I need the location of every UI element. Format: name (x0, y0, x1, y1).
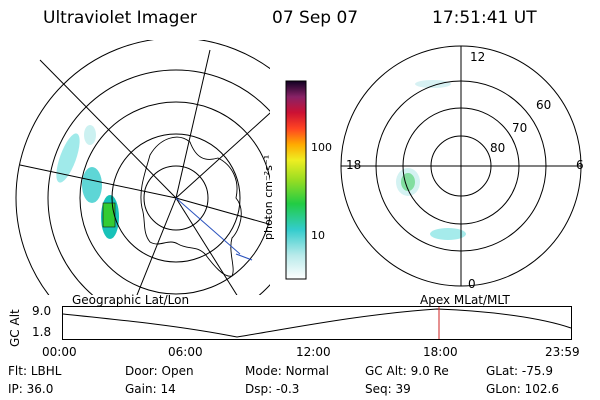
status-ip: IP: 36.0 (8, 382, 54, 396)
mlt-label-6: 6 (576, 158, 584, 172)
status-mode: Mode: Normal (245, 364, 329, 378)
orbit-ytick-bottom: 1.8 (32, 325, 52, 339)
status-door: Door: Open (125, 364, 194, 378)
orbit-xtick-2359: 23:59 (545, 345, 580, 359)
header-time: 17:51:41 UT (432, 8, 537, 28)
mlat-label-60: 60 (536, 98, 552, 112)
status-glon: GLon: 102.6 (486, 382, 559, 396)
orbit-xtick-1200: 12:00 (296, 345, 331, 359)
header-date: 07 Sep 07 (272, 8, 359, 28)
mlt-label-12: 12 (470, 50, 486, 64)
mlat-mlt-map (340, 45, 582, 287)
orbit-xtick-0000: 00:00 (42, 345, 77, 359)
mlat-label-70: 70 (512, 121, 528, 135)
status-seq: Seq: 39 (365, 382, 411, 396)
colorbar-tick-10: 10 (311, 229, 325, 242)
orbit-ytick-top: 9.0 (32, 304, 52, 318)
colorbar (285, 80, 307, 280)
status-gain: Gain: 14 (125, 382, 176, 396)
left-map-caption: Geographic Lat/Lon (72, 293, 190, 307)
status-dsp: Dsp: -0.3 (245, 382, 300, 396)
mlat-label-80: 80 (490, 141, 506, 155)
orbit-altitude-plot (62, 306, 572, 340)
geographic-map (15, 40, 270, 295)
instrument-title: Ultraviolet Imager (43, 8, 197, 28)
colorbar-tick-100: 100 (311, 141, 332, 154)
orbit-xtick-1800: 18:00 (423, 345, 458, 359)
status-flt: Flt: LBHL (8, 364, 62, 378)
right-map-caption: Apex MLat/MLT (420, 293, 510, 307)
status-gc-alt: GC Alt: 9.0 Re (365, 364, 449, 378)
aurora-emission (56, 125, 119, 239)
status-glat: GLat: -75.9 (486, 364, 553, 378)
orbit-xtick-0600: 06:00 (168, 345, 203, 359)
orbit-ylabel: GC Alt (8, 309, 22, 347)
mlt-label-18: 18 (346, 158, 362, 172)
colorbar-label: photon cm⁻²s⁻¹ (262, 154, 275, 240)
mlt-label-0: 0 (468, 277, 476, 291)
